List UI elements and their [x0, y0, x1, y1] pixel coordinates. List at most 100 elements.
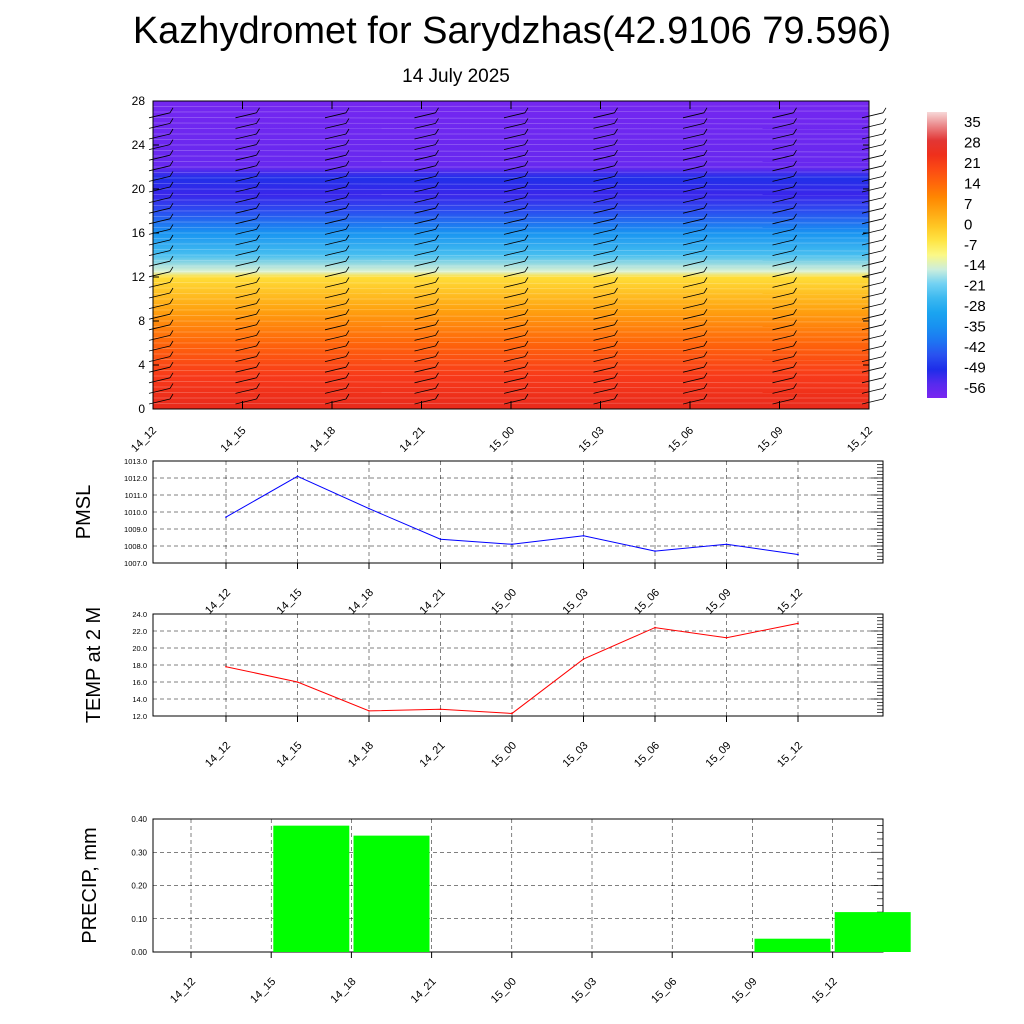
colorbar-label: -14	[964, 257, 986, 274]
contour-line	[152, 216, 870, 219]
wind-barb-shaft	[861, 260, 884, 267]
y-tick-label: 0.10	[131, 915, 147, 924]
wind-barb-flag	[793, 213, 797, 220]
wind-barb	[861, 234, 887, 246]
wind-barb-shaft	[235, 239, 257, 246]
wind-barb	[324, 171, 350, 182]
wind-barb-flag	[793, 361, 797, 368]
wind-barb-shaft	[861, 250, 884, 256]
wind-barb	[682, 266, 708, 278]
wind-barb-flag	[882, 255, 887, 262]
wind-barb-flag	[793, 351, 797, 357]
wind-barb	[772, 255, 797, 267]
wind-barb-flag	[345, 277, 350, 283]
wind-barb-shaft	[682, 292, 705, 299]
wind-barb-shaft	[414, 218, 436, 225]
wind-barb-flag	[703, 118, 708, 124]
wind-barb	[503, 287, 529, 299]
wind-barb-shaft	[682, 239, 705, 246]
wind-barb	[503, 372, 529, 384]
wind-barb-flag	[345, 361, 350, 368]
temp-point	[368, 710, 370, 712]
wind-barb-flag	[435, 319, 439, 326]
wind-barb-flag	[793, 393, 797, 400]
pmsl-point	[582, 535, 585, 537]
wind-barb	[772, 181, 797, 193]
wind-barb	[772, 149, 797, 161]
wind-barb	[861, 330, 887, 341]
wind-barb	[414, 118, 439, 129]
wind-barb-flag	[435, 224, 439, 230]
wind-barb-flag	[169, 340, 174, 347]
wind-barb-shaft	[235, 282, 257, 288]
pmsl-point	[511, 543, 513, 546]
wind-barb	[861, 372, 887, 384]
wind-barb	[593, 308, 618, 320]
wind-barb-flag	[882, 383, 887, 389]
colorbar-label: 14	[964, 176, 981, 193]
wind-barb	[593, 128, 618, 140]
wind-barb	[861, 340, 887, 352]
colorbar: 35 28 21 14 7 0 -7 -14 -21 -28 -35 -42 -49 -56	[927, 112, 986, 398]
wind-barb-shaft	[235, 112, 257, 119]
wind-barb-flag	[882, 393, 887, 400]
wind-barb	[593, 202, 618, 214]
wind-barb-shaft	[324, 388, 347, 394]
wind-barb-flag	[703, 181, 708, 188]
wind-barb-shaft	[235, 229, 257, 235]
wind-barb	[414, 361, 439, 373]
wind-barb-shaft	[324, 292, 347, 299]
wind-barb-flag	[882, 319, 887, 326]
wind-barb-shaft	[324, 366, 347, 373]
heatmap-x-tick-label: 15_12	[845, 425, 875, 455]
wind-barb-shaft	[772, 154, 794, 161]
x-tick-label: 15_00	[489, 587, 519, 617]
wind-barb-flag	[524, 383, 529, 389]
wind-barb-flag	[793, 340, 797, 347]
wind-barb-flag	[256, 266, 260, 273]
wind-barb-flag	[345, 245, 350, 251]
wind-barb-flag	[703, 213, 708, 220]
wind-barb-shaft	[324, 398, 347, 405]
contour-line	[152, 117, 870, 120]
contour-line	[152, 110, 870, 113]
temp-point	[725, 637, 728, 639]
wind-barb	[235, 213, 260, 225]
wind-barb-shaft	[414, 335, 436, 341]
wind-barb	[682, 393, 708, 405]
wind-barb-shaft	[682, 133, 705, 140]
wind-barb	[414, 393, 439, 405]
wind-barb	[503, 383, 529, 394]
wind-barb-flag	[435, 139, 439, 145]
wind-barb-flag	[882, 118, 887, 124]
wind-barb	[772, 245, 797, 256]
wind-barb	[235, 287, 260, 299]
wind-barb-shaft	[861, 398, 884, 405]
wind-barb-flag	[435, 181, 439, 188]
wind-barb-flag	[256, 383, 260, 389]
wind-barb	[235, 171, 260, 182]
temp-point	[654, 626, 656, 629]
y-tick-label: 18.0	[132, 661, 147, 670]
wind-barb	[682, 330, 708, 341]
colorbar-label: -56	[964, 380, 986, 397]
wind-barb-flag	[614, 277, 618, 283]
wind-barb	[324, 213, 350, 225]
wind-barb	[861, 393, 887, 405]
wind-barb	[324, 330, 350, 341]
wind-barb-flag	[169, 181, 174, 188]
wind-barb	[235, 107, 260, 119]
wind-barb-flag	[435, 383, 439, 389]
wind-barb-flag	[882, 351, 887, 357]
wind-barb-flag	[882, 160, 887, 167]
wind-barb-shaft	[772, 324, 794, 331]
contour-line	[152, 188, 870, 191]
wind-barb-shaft	[682, 154, 705, 161]
wind-barb-shaft	[682, 260, 705, 267]
wind-barb	[682, 351, 708, 362]
contour-line	[152, 227, 870, 229]
wind-barb-shaft	[861, 335, 884, 341]
wind-barb-flag	[793, 160, 797, 167]
wind-barb-flag	[703, 160, 708, 167]
x-tick-label: 14_12	[203, 740, 233, 770]
